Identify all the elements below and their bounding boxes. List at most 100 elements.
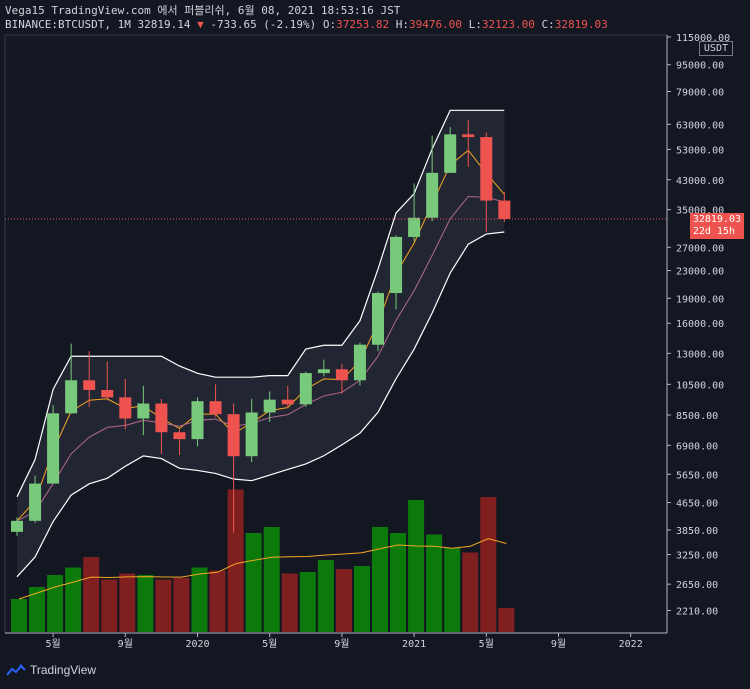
- volume-bar: [119, 573, 136, 632]
- volume-bar: [317, 560, 334, 632]
- candle-body: [408, 217, 421, 237]
- price-tick-label: 23000.00: [676, 267, 724, 278]
- candle-body: [119, 397, 132, 419]
- volume-bar: [47, 575, 64, 632]
- time-tick-label: 9월: [334, 638, 349, 650]
- volume-bar: [462, 552, 479, 632]
- low-value: 32123.00: [481, 18, 535, 31]
- close-value: 32819.03: [554, 18, 608, 31]
- time-tick-label: 2020: [185, 639, 209, 650]
- price-tick-label: 35000.00: [676, 206, 724, 217]
- price-tick-label: 43000.00: [676, 176, 724, 187]
- volume-bar: [209, 570, 226, 632]
- time-tick-label: 2022: [619, 639, 643, 650]
- volume-bar: [263, 527, 280, 632]
- open-value: 37253.82: [336, 18, 390, 31]
- footer: TradingView: [0, 657, 750, 685]
- volume-bar: [408, 500, 425, 632]
- volume-bar: [444, 548, 461, 632]
- candle-body: [353, 344, 366, 381]
- time-tick-label: 9월: [118, 638, 133, 650]
- volume-bar: [480, 497, 497, 632]
- candle-body: [390, 236, 403, 294]
- tradingview-brand: TradingView: [30, 663, 97, 677]
- candle-body: [29, 483, 42, 521]
- volume-bar: [173, 578, 190, 632]
- price-tick-label: 6900.00: [676, 441, 718, 452]
- volume-ma-line: [18, 538, 507, 600]
- candle-body: [155, 403, 168, 433]
- time-tick-label: 5월: [479, 638, 494, 650]
- time-tick-label: 5월: [45, 638, 60, 650]
- candle-body: [65, 380, 78, 414]
- candle-body: [498, 200, 511, 219]
- down-arrow-icon: ▼: [197, 18, 204, 31]
- volume-bar: [29, 587, 46, 632]
- symbol-label[interactable]: BINANCE:BTCUSDT, 1M: [5, 18, 131, 31]
- candle-body: [227, 414, 240, 457]
- low-label: L:: [468, 18, 482, 31]
- volume-bar: [498, 608, 515, 632]
- candle-body: [480, 137, 493, 201]
- price-tick-label: 3850.00: [676, 526, 718, 537]
- candle-body: [372, 293, 384, 345]
- currency-unit-button[interactable]: USDT: [698, 41, 733, 56]
- candle-body: [299, 373, 312, 405]
- volume-bar: [390, 533, 407, 632]
- last-price: 32819.14: [137, 18, 191, 31]
- candle-body: [83, 380, 96, 390]
- publish-info: Vega15 TradingView.com 에서 퍼블리쉬, 6월 08, 2…: [5, 4, 401, 17]
- candle-body: [245, 412, 258, 457]
- candle-body: [263, 399, 276, 413]
- price-tick-label: 95000.00: [676, 61, 724, 72]
- candle-body: [173, 432, 186, 440]
- volume-bar: [426, 534, 443, 632]
- price-tick-label: 13000.00: [676, 349, 724, 360]
- candle-body: [426, 172, 439, 218]
- price-tick-label: 16000.00: [676, 319, 724, 330]
- time-tick-label: 9월: [551, 638, 566, 650]
- volume-bar: [299, 572, 316, 632]
- plot-frame: [4, 34, 668, 634]
- price-tick-label: 53000.00: [676, 145, 724, 156]
- ema-fast-line: [16, 149, 505, 522]
- volume-bar: [11, 599, 27, 632]
- candle-body: [335, 369, 348, 381]
- price-tick-label: 27000.00: [676, 243, 724, 254]
- time-tick-label: 5월: [262, 638, 277, 650]
- price-tick-label: 115000.00: [676, 33, 730, 44]
- candle-body: [191, 401, 204, 440]
- high-value: 39476.00: [409, 18, 463, 31]
- volume-bar: [281, 573, 298, 632]
- price-tick-label: 5650.00: [676, 470, 718, 481]
- volume-bar: [335, 569, 352, 632]
- high-label: H:: [395, 18, 410, 31]
- price-tick-label: 8500.00: [676, 411, 718, 422]
- candle-body: [47, 413, 60, 484]
- lower-band-line: [16, 231, 505, 578]
- candle-body: [101, 389, 114, 398]
- volume-bar: [353, 566, 370, 632]
- volume-bar: [101, 579, 118, 632]
- volume-bar: [65, 567, 82, 632]
- upper-band-line: [16, 109, 505, 498]
- price-tick-label: 2210.00: [676, 607, 718, 618]
- change-value: -733.65 (-2.19%): [210, 18, 317, 31]
- volume-bar: [191, 567, 208, 632]
- price-tick-label: 63000.00: [676, 120, 724, 131]
- price-tick-label: 10500.00: [676, 380, 724, 391]
- price-tick-label: 3250.00: [676, 551, 718, 562]
- candle-body: [317, 369, 330, 374]
- volume-bar: [155, 579, 172, 632]
- price-tick-label: 79000.00: [676, 87, 724, 98]
- time-tick-label: 2021: [402, 639, 426, 650]
- tradingview-logo-icon: [6, 664, 26, 676]
- volume-bar: [372, 527, 388, 632]
- tradingview-logo[interactable]: TradingView: [6, 663, 96, 677]
- ohlc-legend: BINANCE:BTCUSDT, 1M 32819.14 ▼ -733.65 (…: [5, 18, 608, 31]
- countdown-tag: 22d 15h: [692, 225, 735, 237]
- candle-body: [137, 403, 150, 419]
- candle-body: [462, 134, 475, 138]
